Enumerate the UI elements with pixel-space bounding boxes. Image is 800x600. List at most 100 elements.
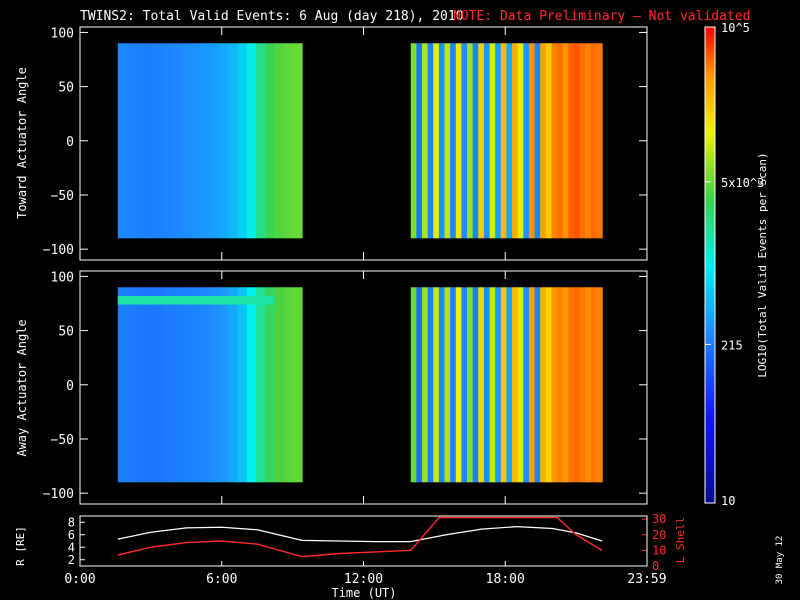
heat-cell <box>191 43 202 239</box>
heat-cell <box>478 43 485 239</box>
heat-cell <box>461 43 468 239</box>
heat-cell <box>416 43 423 239</box>
heat-cell <box>444 287 451 483</box>
date-stamp: 30 May 12 <box>775 536 785 585</box>
heat-cell <box>292 287 303 483</box>
heat-cell <box>228 287 239 483</box>
lshell-tick-label: 0 <box>652 559 659 573</box>
heat-cell <box>200 43 211 239</box>
heat-cell <box>517 287 524 483</box>
heat-cell <box>579 287 586 483</box>
heat-cell <box>557 287 564 483</box>
heat-cell <box>246 287 257 483</box>
x-tick-label: 18:00 <box>486 572 525 587</box>
heat-cell <box>506 287 513 483</box>
heat-cell <box>163 287 174 483</box>
heat-cell <box>191 287 202 483</box>
heat-cell <box>427 43 434 239</box>
heat-cell <box>154 43 165 239</box>
lshell-series-line <box>117 516 603 558</box>
heat-cell <box>500 43 508 239</box>
heat-cell <box>228 43 239 239</box>
heat-cell <box>506 43 513 239</box>
y-tick-label: −100 <box>43 243 74 258</box>
r-tick-label: 6 <box>68 528 75 542</box>
heat-cell <box>127 43 137 239</box>
heat-cell <box>545 287 553 483</box>
heat-cell <box>596 43 603 239</box>
heat-cell <box>410 287 417 483</box>
heat-cell <box>219 287 229 483</box>
heat-cell <box>472 287 479 483</box>
heat-cell <box>265 43 276 239</box>
heat-cell <box>433 43 440 239</box>
heat-cell <box>274 43 285 239</box>
heat-cell <box>568 287 575 483</box>
heat-cell <box>145 287 156 483</box>
heat-cell <box>557 43 564 239</box>
heat-cell <box>182 287 193 483</box>
toward-ylabel: Toward Actuator Angle <box>15 67 29 219</box>
x-tick-label: 23:59 <box>627 572 666 587</box>
heat-cell <box>283 43 294 239</box>
heat-cell <box>562 287 569 483</box>
heat-cell <box>455 287 463 483</box>
heat-cell <box>450 287 457 483</box>
lshell-tick-label: 10 <box>652 543 666 557</box>
y-tick-label: 0 <box>66 379 74 394</box>
preliminary-note: NOTE: Data Preliminary — Not validated <box>453 9 750 24</box>
y-tick-label: −50 <box>51 189 74 204</box>
heat-cell <box>438 287 446 483</box>
heat-cell <box>427 287 434 483</box>
lshell-tick-label: 30 <box>652 512 666 526</box>
heat-cell <box>495 43 502 239</box>
heat-cell <box>495 287 502 483</box>
heat-cell <box>136 43 147 239</box>
colorbar-min-label: 10 <box>721 494 735 508</box>
heat-cell <box>590 287 598 483</box>
heat-cell <box>461 287 468 483</box>
heat-cell <box>573 287 581 483</box>
heat-cell <box>472 43 479 239</box>
r-tick-label: 2 <box>68 553 75 567</box>
heat-cell <box>500 287 508 483</box>
heat-cell <box>117 43 128 239</box>
away-heatmap-panel: 100 50 0 −50 −100 <box>43 270 648 504</box>
colorbar-tick-label: 10^5 <box>721 21 750 35</box>
heat-cell <box>173 287 183 483</box>
away-panel-frame <box>79 270 648 505</box>
x-tick-label: 0:00 <box>64 572 95 587</box>
heat-cell <box>433 287 440 483</box>
colorbar-ticks: 215 5x10^3 10^5 10 <box>705 21 764 508</box>
r-tick-label: 8 <box>68 515 75 529</box>
heat-cell <box>173 43 183 239</box>
heat-cell <box>540 43 547 239</box>
y-tick-label: −100 <box>43 487 74 502</box>
heat-cell <box>422 43 429 239</box>
heat-band <box>117 295 274 305</box>
r-tick-label: 4 <box>68 540 75 554</box>
heat-cell <box>478 287 485 483</box>
heat-cell <box>483 43 491 239</box>
heat-cell <box>444 43 451 239</box>
heat-cell <box>274 287 285 483</box>
heat-cell <box>422 287 429 483</box>
y-tick-label: 0 <box>66 135 74 150</box>
colorbar-tick-label: 5x10^3 <box>721 176 764 190</box>
y-tick-label: 100 <box>51 270 74 285</box>
heat-cell <box>467 43 474 239</box>
x-tick-label: 6:00 <box>206 572 237 587</box>
heat-cell <box>579 43 586 239</box>
heat-cell <box>246 43 257 239</box>
heat-cell <box>489 287 496 483</box>
heat-cell <box>145 43 156 239</box>
heat-cell <box>256 43 266 239</box>
y-tick-label: 50 <box>58 325 74 340</box>
heat-cell <box>450 43 457 239</box>
heat-cell <box>523 43 530 239</box>
heat-cell <box>410 43 417 239</box>
heat-cell <box>265 287 276 483</box>
heat-cell <box>467 287 474 483</box>
